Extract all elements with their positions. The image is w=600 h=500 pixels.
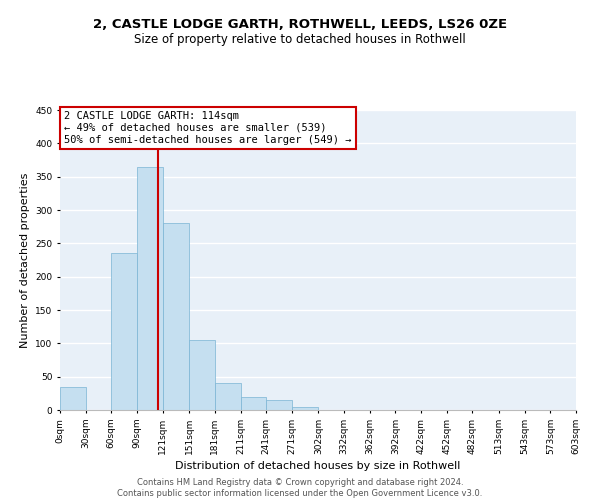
Text: Size of property relative to detached houses in Rothwell: Size of property relative to detached ho…: [134, 32, 466, 46]
Text: Contains HM Land Registry data © Crown copyright and database right 2024.
Contai: Contains HM Land Registry data © Crown c…: [118, 478, 482, 498]
Y-axis label: Number of detached properties: Number of detached properties: [20, 172, 29, 348]
Bar: [215, 384, 241, 410]
Text: 2 CASTLE LODGE GARTH: 114sqm
← 49% of detached houses are smaller (539)
50% of s: 2 CASTLE LODGE GARTH: 114sqm ← 49% of de…: [64, 112, 352, 144]
Bar: [266, 400, 292, 410]
Bar: [60, 386, 86, 410]
Text: 2, CASTLE LODGE GARTH, ROTHWELL, LEEDS, LS26 0ZE: 2, CASTLE LODGE GARTH, ROTHWELL, LEEDS, …: [93, 18, 507, 30]
Bar: [241, 396, 266, 410]
Bar: [163, 224, 189, 410]
Bar: [189, 340, 215, 410]
Bar: [137, 166, 163, 410]
Bar: [292, 406, 319, 410]
X-axis label: Distribution of detached houses by size in Rothwell: Distribution of detached houses by size …: [175, 461, 461, 471]
Bar: [112, 254, 137, 410]
